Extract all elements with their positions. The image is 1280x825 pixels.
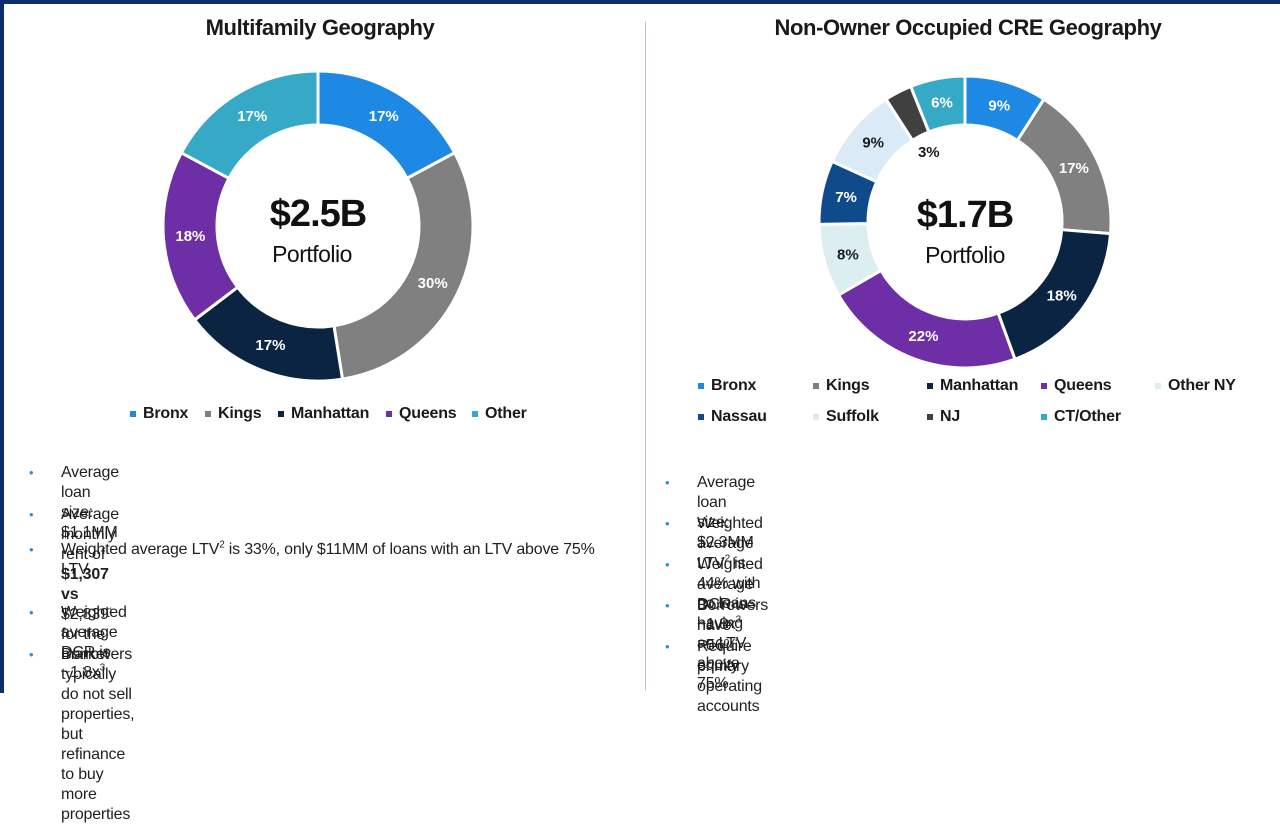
legend-label: Kings — [826, 377, 870, 394]
bullet-dot: • — [665, 557, 670, 572]
legend-item-bronx: Bronx — [698, 377, 756, 395]
multifamily-center-label: Portfolio — [272, 241, 352, 267]
legend-item-kings: Kings — [205, 405, 262, 423]
legend-label: Suffolk — [826, 408, 879, 425]
slice-label-suffolk: 9% — [862, 134, 884, 151]
multifamily-center-value: $2.5B — [270, 193, 366, 235]
legend-swatch — [813, 414, 819, 420]
bullet-dot: • — [29, 605, 34, 620]
slice-label-queens: 22% — [908, 328, 938, 345]
bullet-item: • Weighted average DCR is ~1.8x3 — [665, 556, 763, 633]
bullet-dot: • — [29, 647, 34, 662]
legend-item-ct-other: CT/Other — [1041, 408, 1121, 426]
slice-label-kings: 30% — [418, 275, 448, 292]
legend-label: Other NY — [1168, 377, 1236, 394]
legend-label: Queens — [1054, 377, 1112, 394]
bullet-item: • Borrowers typically do not sell proper… — [29, 646, 135, 823]
legend-swatch — [205, 411, 211, 417]
legend-item-other-ny: Other NY — [1155, 377, 1236, 395]
panel-divider — [645, 22, 646, 690]
cre-center-label: Portfolio — [925, 242, 1005, 268]
legend-item-bronx: Bronx — [130, 405, 188, 423]
bullet-item: • Weighted average LTV2 is 33%, only $11… — [29, 539, 595, 578]
slice-label-nassau: 7% — [835, 189, 857, 206]
multifamily-donut-chart: 17% 30% 17% 18% 17% $2.5B Portfolio — [161, 69, 475, 383]
legend-swatch — [278, 411, 284, 417]
cre-donut-chart: 9% 17% 18% 22% 8% 7% 9% 3% 6% $1.7B Portfolio — [817, 74, 1113, 370]
bullet-dot: • — [665, 639, 670, 654]
bullet-item: • Weighted average LTV2 is 44% with no l… — [665, 515, 763, 692]
bullet-item: • Require primary operating accounts — [665, 638, 762, 715]
legend-item-queens: Queens — [1041, 377, 1112, 395]
legend-item-queens: Queens — [386, 405, 457, 423]
bullet-item: • Average loan size: $2.3MM — [665, 474, 755, 551]
legend-label: Bronx — [711, 377, 757, 394]
legend-swatch — [386, 411, 392, 417]
legend-swatch — [698, 414, 704, 420]
bullet-item: • Borrowers have ~56% equity — [665, 597, 769, 674]
legend-label: Manhattan — [291, 405, 370, 422]
bullet-dot: • — [29, 465, 34, 480]
legend-swatch — [927, 383, 933, 389]
slice-label-nj: 3% — [918, 144, 940, 161]
legend-swatch — [1041, 383, 1047, 389]
legend-label: Manhattan — [940, 377, 1019, 394]
slice-label-other: 17% — [237, 108, 267, 125]
slice-label-bronx: 17% — [369, 108, 399, 125]
legend-label: Kings — [218, 405, 262, 422]
left-accent-bar — [0, 0, 4, 693]
slice-label-other-ny: 8% — [837, 246, 859, 263]
legend-swatch — [1155, 383, 1161, 389]
legend-item-nj: NJ — [927, 408, 960, 426]
legend-item-nassau: Nassau — [698, 408, 767, 426]
legend-swatch — [472, 411, 478, 417]
bullet-dot: • — [29, 507, 34, 522]
top-accent-bar — [0, 0, 1280, 4]
legend-swatch — [927, 414, 933, 420]
legend-label: Nassau — [711, 408, 767, 425]
donut-slice-queens — [836, 268, 1017, 370]
donut-slice-other — [179, 69, 320, 181]
donut-slice-ct-other — [908, 74, 967, 134]
donut-slice-kings — [332, 150, 475, 381]
legend-label: CT/Other — [1054, 408, 1121, 425]
legend-label: NJ — [940, 408, 961, 425]
bullet-dot: • — [29, 542, 34, 557]
legend-swatch — [813, 383, 819, 389]
legend-item-manhattan: Manhattan — [927, 377, 1018, 395]
slice-label-bronx: 9% — [988, 97, 1010, 114]
bullet-item: • Average loan size: $1.1MM — [29, 464, 119, 541]
slice-label-manhattan: 17% — [255, 337, 285, 354]
legend-item-manhattan: Manhattan — [278, 405, 369, 423]
bullet-dot: • — [665, 516, 670, 531]
legend-item-other: Other — [472, 405, 527, 423]
legend-swatch — [1041, 414, 1047, 420]
legend-label: Other — [485, 405, 527, 422]
bullet-dot: • — [665, 598, 670, 613]
bullet-dot: • — [665, 475, 670, 490]
legend-item-suffolk: Suffolk — [813, 408, 879, 426]
legend-item-kings: Kings — [813, 377, 870, 395]
legend-label: Bronx — [143, 405, 189, 422]
cre-chart-title: Non-Owner Occupied CRE Geography — [774, 15, 1162, 40]
slice-label-manhattan: 18% — [1047, 288, 1077, 305]
bullet-item: • Weighted average DCR is ~1.8x3 — [29, 604, 127, 681]
legend-swatch — [698, 383, 704, 389]
slice-label-queens: 18% — [175, 228, 205, 245]
legend-swatch — [130, 411, 136, 417]
cre-center-value: $1.7B — [917, 194, 1013, 236]
slice-label-kings: 17% — [1059, 160, 1089, 177]
multifamily-chart-title: Multifamily Geography — [205, 15, 435, 40]
bullet-item: • Average monthly rent of $1,307 vs $2,8… — [29, 506, 119, 663]
legend-label: Queens — [399, 405, 457, 422]
slice-label-ct-other: 6% — [931, 95, 953, 112]
